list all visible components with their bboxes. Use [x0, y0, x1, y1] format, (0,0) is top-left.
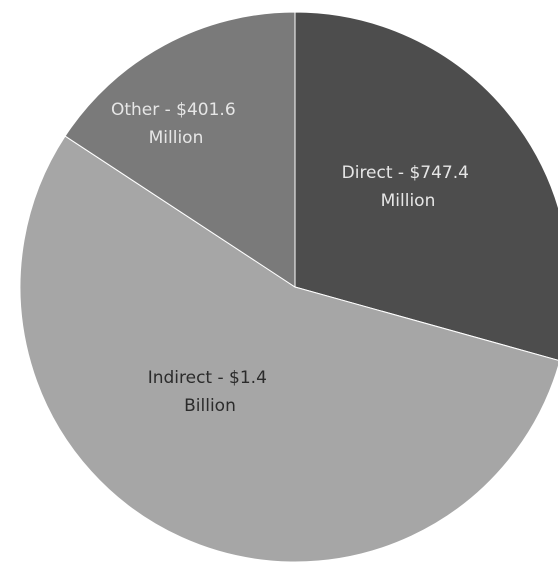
- slice-label-direct: Direct - $747.4 Million: [342, 163, 475, 211]
- slice-label-indirect-line1: Indirect - $1.4: [148, 368, 267, 388]
- slice-label-direct-line1: Direct - $747.4: [342, 163, 469, 183]
- slice-label-indirect-line2: Billion: [184, 396, 236, 416]
- pie-slice-direct: [294, 11, 558, 361]
- slice-label-other-line1: Other - $401.6: [111, 100, 236, 120]
- slice-label-indirect: Indirect - $1.4 Billion: [148, 368, 273, 416]
- slices-layer: [19, 11, 558, 563]
- slice-label-direct-line2: Million: [381, 191, 436, 211]
- slice-label-other-line2: Million: [149, 128, 204, 148]
- pie-slice-other: [64, 11, 296, 288]
- labels-layer: Direct - $747.4 Million Indirect - $1.4 …: [111, 100, 475, 416]
- slice-label-other: Other - $401.6 Million: [111, 100, 241, 148]
- pie-slice-indirect: [19, 135, 558, 563]
